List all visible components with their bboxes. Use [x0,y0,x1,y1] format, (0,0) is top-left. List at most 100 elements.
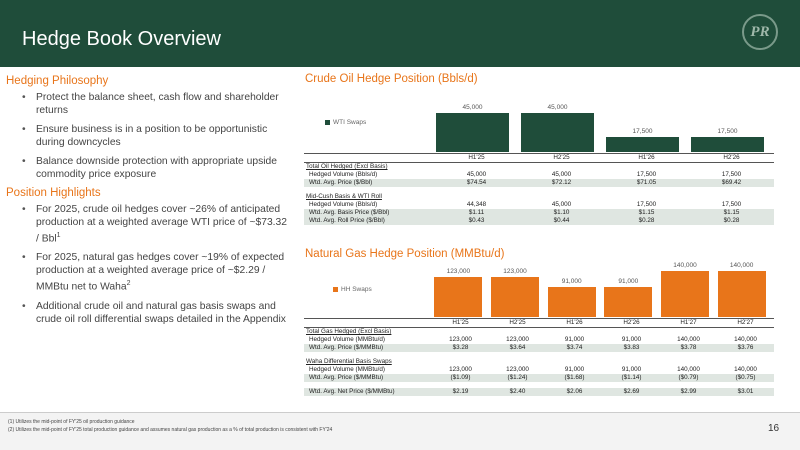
cell: $3.76 [717,344,774,352]
bar-value-label: 91,000 [561,278,582,286]
cell: 17,500 [721,201,742,208]
cell: ($0.75) [717,374,774,382]
cell: $71.05 [604,179,689,187]
cell: $1.10 [519,209,604,217]
left-column: Hedging Philosophy Protect the balance s… [0,67,295,332]
cell: 17,500 [721,171,742,178]
table-row: Waha Differential Basis Swaps [304,358,774,366]
cell: $2.40 [489,388,546,396]
bar-value-label: 45,000 [547,104,568,111]
cell: ($1.14) [603,374,660,382]
cell: $3.28 [432,344,489,352]
row-label: Wtd. Avg. Price ($/MMBtu) [304,344,432,352]
page-number: 16 [768,423,780,434]
cell: ($0.79) [660,374,717,382]
cell: 17,500 [636,171,657,178]
bar-value-label: 140,000 [673,262,697,269]
cell: 140,000 [734,336,757,343]
row-label: Hedged Volume (MMBtu/d) [309,366,385,373]
cell: $72.12 [519,179,604,187]
oil-col-header: H2'25 [519,153,604,163]
gas-header-row: H1'25 H2'25 H1'26 H2'26 H1'27 H2'27 [304,318,774,328]
bar [604,287,653,317]
gas-col-header: H1'25 [432,318,489,328]
bar-value-label: 17,500 [717,127,738,135]
oil-table: H1'25 H2'25 H1'26 H2'26 Total Oil Hedged… [304,153,774,225]
row-label: Wtd. Avg. Basis Price ($/Bbl) [304,209,434,217]
legend-swatch-icon [333,286,338,292]
row-label: Hedged Volume (Bbls/d) [309,171,378,178]
gas-legend: HH Swaps [333,286,372,293]
table-row: Hedged Volume (MMBtu/d) 123,000 123,000 91… [304,336,774,344]
oil-col-header: H1'25 [434,153,519,163]
table-row: Hedged Volume (Bbls/d) 44,348 45,000 17,50… [304,201,774,209]
bar [660,271,710,317]
page-title: Hedge Book Overview [22,28,221,50]
highlight-bullet: For 2025, crude oil hedges cover ~26% of… [22,203,292,245]
highlights-list: For 2025, crude oil hedges cover ~26% of… [22,203,295,326]
highlight-text: For 2025, crude oil hedges cover ~26% of… [36,204,287,245]
philosophy-heading: Hedging Philosophy [6,75,109,87]
oil-col-header: H1'26 [604,153,689,163]
highlights-heading: Position Highlights [6,187,101,199]
highlight-bullet: Additional crude oil and natural gas bas… [22,300,292,326]
footnote: (1) Utilizes the mid-point of FY'25 oil … [8,419,135,425]
table-row: Hedged Volume (MMBtu/d) 123,000 123,000 91… [304,366,774,374]
bar [717,271,766,317]
gas-chart-title: Natural Gas Hedge Position (MMBtu/d) [305,248,505,260]
cell: 91,000 [564,366,585,373]
cell: 140,000 [734,366,757,373]
bar [606,136,679,152]
table-row: Wtd. Avg. Roll Price ($/Bbl) $0.43 $0.44 $… [304,217,774,225]
gas-bar-chart: 123,000 123,000 91,000 91,000 140,000 140,000 [430,262,770,317]
philosophy-list: Protect the balance sheet, cash flow and… [22,91,295,181]
cell: 123,000 [506,336,529,343]
table-row: Hedged Volume (Bbls/d) 45,000 45,000 17,50… [304,171,774,179]
cell: $0.28 [689,217,774,225]
philosophy-bullet: Protect the balance sheet, cash flow and… [22,91,292,117]
cell: $2.19 [432,388,489,396]
oil-total-label: Total Oil Hedged (Excl Basis) [306,163,388,170]
oil-legend-label: WTI Swaps [333,119,367,126]
oil-chart-title: Crude Oil Hedge Position (Bbls/d) [305,73,478,85]
footnote-ref: 1 [56,232,61,239]
gas-col-header: H1'27 [660,318,717,328]
oil-header-row: H1'25 H2'25 H1'26 H2'26 [304,153,774,163]
bar-value-label: 123,000 [503,267,527,275]
cell: $0.43 [434,217,519,225]
bar [436,113,509,152]
cell: $1.15 [689,209,774,217]
oil-legend: WTI Swaps [325,119,366,126]
cell: $1.15 [604,209,689,217]
table-row: Wtd. Avg. Price ($/MMBtu) $3.28 $3.64 $3.7… [304,344,774,352]
bar [490,276,540,317]
cell: 123,000 [449,336,472,343]
cell: 17,500 [636,201,657,208]
cell: ($1.24) [489,374,546,382]
cell: $0.44 [519,217,604,225]
cell: $1.11 [434,209,519,217]
bar-value-label: 123,000 [446,267,471,275]
bar-value-label: 140,000 [729,262,754,269]
footnote-ref: 2 [126,280,131,288]
cell: 123,000 [449,366,472,373]
cell: $3.64 [489,344,546,352]
row-label: Wtd. Avg. Roll Price ($/Bbl) [304,217,434,225]
row-label: Hedged Volume (Bbls/d) [309,201,378,208]
table-row: Wtd. Avg. Net Price ($/MMBtu) $2.19 $2.40… [304,388,774,396]
cell: 140,000 [677,366,700,373]
gas-col-header: H1'26 [546,318,603,328]
row-label: Wtd. Avg. Price ($/Bbl) [304,179,434,187]
bar [691,136,764,152]
table-row: Wtd. Avg. Basis Price ($/Bbl) $1.11 $1.10… [304,209,774,217]
cell: 91,000 [564,336,585,343]
company-logo-icon: PR [742,14,778,50]
legend-swatch-icon [325,119,330,125]
bar-value-label: 17,500 [632,127,653,135]
highlight-bullet: For 2025, natural gas hedges cover ~19% … [22,251,292,293]
cell: $3.78 [660,344,717,352]
row-label: Wtd. Avg. Net Price ($/MMBtu) [304,388,432,396]
oil-bar-chart: 45,000 45,000 17,500 17,500 [430,104,770,152]
cell: $69.42 [689,179,774,187]
cell: ($1.09) [432,374,489,382]
